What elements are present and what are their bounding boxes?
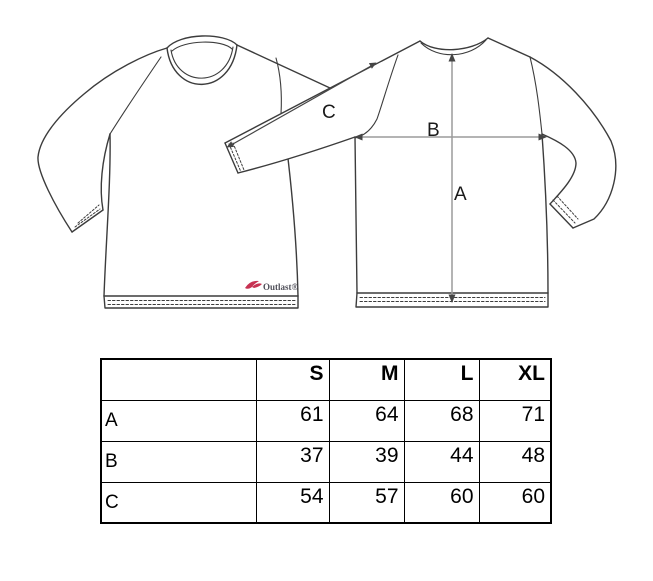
outlast-logo-icon [245,280,262,289]
corner-cell [100,358,257,401]
table-header-row: S M L XL [100,358,552,401]
row-label-a: A [100,399,257,442]
outlast-logo-text: Outlast® [263,282,299,292]
outlast-logo: Outlast® [245,280,299,292]
value-b-m: 39 [328,440,405,483]
front-neck-opening [166,44,238,85]
back-neckband-outer [419,37,489,51]
front-neck-rib [170,46,234,79]
front-collar-inner [171,41,233,52]
back-shirt-illustration [224,37,617,308]
table-row-c: C 54 57 60 60 [100,481,552,524]
back-neckband-inner [420,39,487,56]
size-chart-table: S M L XL A 61 64 68 71 B 37 39 44 48 C [100,358,552,524]
value-a-m: 64 [328,399,405,442]
row-label-c: C [100,481,257,524]
value-c-xl: 60 [478,481,552,524]
arrowhead-a-bottom [448,294,456,303]
table-row-b: B 37 39 44 48 [100,440,552,483]
measurement-arrow-a [448,53,456,303]
arrowhead-c-lower [226,141,235,148]
measurement-arrow-b [354,133,547,141]
col-header-m: M [328,358,405,401]
arrowhead-a-top [448,53,456,62]
value-b-xl: 48 [478,440,552,483]
table-row-a: A 61 64 68 71 [100,399,552,442]
front-right-armhole-seam [275,57,282,115]
front-hem-stitching [107,300,296,305]
arrowhead-b-left [354,133,363,141]
value-b-s: 37 [255,440,330,483]
value-a-xl: 71 [478,399,552,442]
front-cuff-stitching [74,204,101,228]
value-b-l: 44 [403,440,480,483]
col-header-l: L [403,358,480,401]
raised-cuff-stitching [228,142,245,173]
front-left-armhole-seam [109,56,162,135]
value-c-s: 54 [255,481,330,524]
front-shirt-illustration: Outlast® [37,35,331,309]
measurement-arrow-c [226,62,377,148]
arrowhead-b-right [538,133,547,141]
col-header-s: S [255,358,330,401]
shirt-measurement-diagram: Outlast® [37,35,617,309]
measurement-arrows: A B C [226,53,547,303]
col-header-xl: XL [478,358,552,401]
label-measure-a: A [454,184,467,205]
value-a-s: 61 [255,399,330,442]
row-label-b: B [100,440,257,483]
value-a-l: 68 [403,399,480,442]
label-measure-c: C [322,102,336,123]
value-c-l: 60 [403,481,480,524]
value-c-m: 57 [328,481,405,524]
label-measure-b: B [427,120,440,141]
back-cuff-stitching [552,195,579,224]
arrowhead-c-upper [368,62,377,69]
back-right-armhole-seam [529,56,543,135]
front-collar-outline [166,35,238,49]
